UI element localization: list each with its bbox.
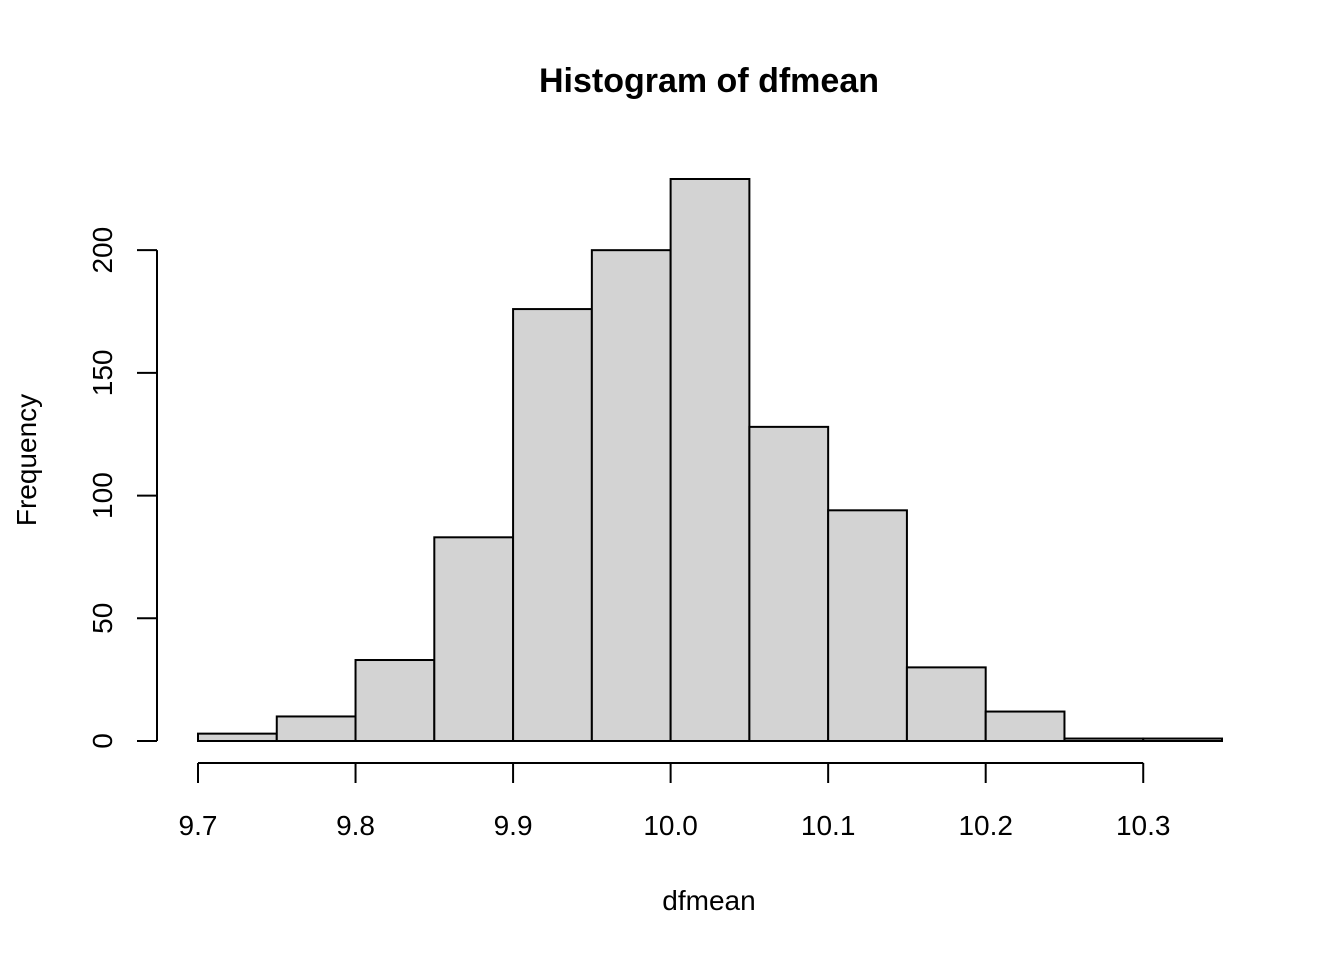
histogram-bar [984,710,1066,743]
histogram-bar [1142,737,1223,742]
y-axis: 0 50 100 150 200 [87,227,158,749]
x-tick-label: 10.1 [801,810,856,841]
x-tick-label: 9.9 [494,810,533,841]
histogram-bar [512,308,593,742]
histogram-bar [197,732,278,743]
histogram-bar [354,659,436,743]
y-tick-label: 150 [87,350,118,397]
histogram-bar [827,509,908,743]
x-tick-label: 9.7 [179,810,218,841]
histogram-bar [1063,737,1145,742]
y-tick-label: 200 [87,227,118,274]
y-tick-label: 0 [87,733,118,749]
x-axis-label: dfmean [662,885,755,916]
histogram-bar [748,425,830,742]
y-axis-label: Frequency [11,394,42,526]
histogram-bar [590,249,672,742]
histogram-bar [433,536,515,742]
histogram-bar [669,178,751,742]
chart-title: Histogram of dfmean [539,62,879,100]
histogram-bars [197,178,1223,743]
histogram-bar [905,666,987,742]
x-tick-label: 10.2 [958,810,1013,841]
y-tick-label: 50 [87,603,118,634]
x-axis: 9.7 9.8 9.9 10.0 10.1 10.2 10.3 [179,762,1171,841]
x-tick-label: 9.8 [336,810,375,841]
y-tick-label: 100 [87,472,118,519]
x-tick-label: 10.0 [643,810,698,841]
histogram-bar [275,715,357,742]
x-tick-label: 10.3 [1116,810,1171,841]
